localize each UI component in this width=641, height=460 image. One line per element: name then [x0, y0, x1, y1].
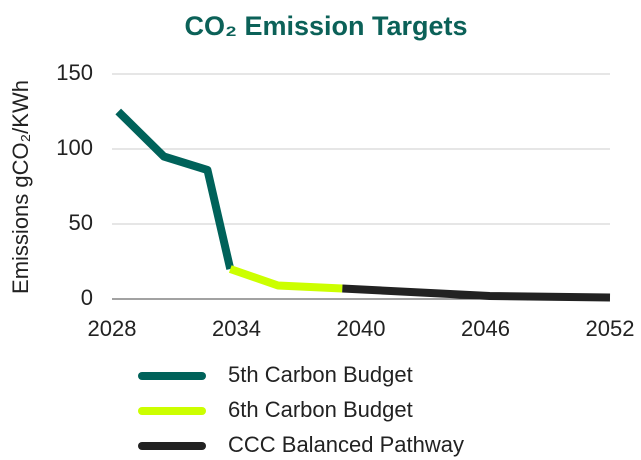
- x-tick-label: 2040: [337, 316, 386, 341]
- series-line: [115, 108, 235, 270]
- chart-title: CO₂ Emission Targets: [184, 11, 467, 41]
- y-axis-label: Emissions gCO₂/KWh: [8, 80, 33, 294]
- series-line: [342, 284, 611, 302]
- x-tick-label: 2034: [212, 316, 261, 341]
- y-tick-label: 0: [81, 285, 93, 310]
- y-tick-label: 150: [56, 60, 93, 85]
- legend-label: 6th Carbon Budget: [228, 397, 413, 422]
- y-tick-label: 50: [69, 210, 93, 235]
- series-line: [228, 265, 343, 293]
- x-tick-label: 2046: [461, 316, 510, 341]
- x-tick-label: 2052: [586, 316, 635, 341]
- legend-label: CCC Balanced Pathway: [228, 432, 464, 457]
- legend-label: 5th Carbon Budget: [228, 362, 413, 387]
- y-tick-label: 100: [56, 135, 93, 160]
- x-tick-label: 2028: [88, 316, 137, 341]
